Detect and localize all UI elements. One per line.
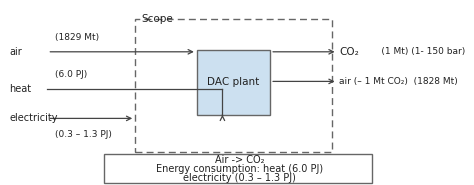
Text: heat: heat [9,84,32,94]
Text: air: air [9,47,22,57]
Bar [197,50,270,115]
Bar [104,154,372,183]
Text: Scope: Scope [141,14,173,24]
Bar [135,18,332,152]
Text: electricity: electricity [9,113,58,123]
Text: (1 Mt) (1- 150 bar): (1 Mt) (1- 150 bar) [367,47,465,56]
Text: Air -> CO₂: Air -> CO₂ [215,155,264,165]
Text: electricity (0.3 – 1.3 PJ): electricity (0.3 – 1.3 PJ) [183,173,296,183]
Text: (1829 Mt): (1829 Mt) [55,33,99,42]
Text: (0.3 – 1.3 PJ): (0.3 – 1.3 PJ) [55,130,111,139]
Text: CO₂: CO₂ [339,47,359,57]
Text: Energy consumption: heat (6.0 PJ): Energy consumption: heat (6.0 PJ) [156,164,323,174]
Text: air (– 1 Mt CO₂)  (1828 Mt): air (– 1 Mt CO₂) (1828 Mt) [339,77,458,86]
Text: (6.0 PJ): (6.0 PJ) [55,70,87,79]
Text: DAC plant: DAC plant [207,77,260,87]
